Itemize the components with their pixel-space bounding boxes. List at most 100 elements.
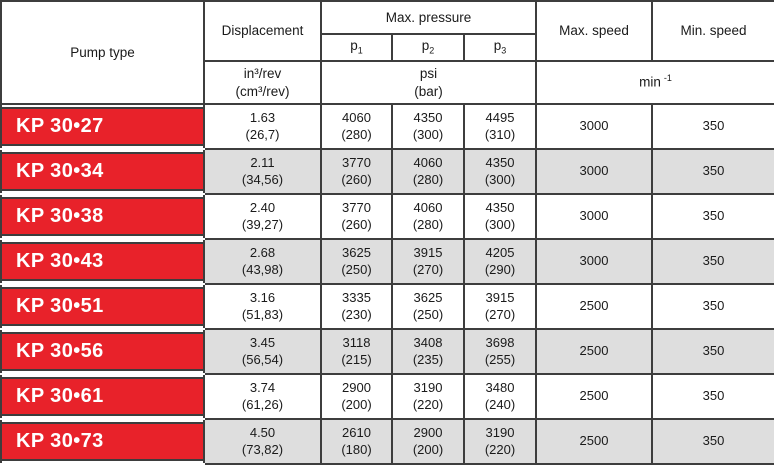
p1-value: 3335 xyxy=(342,289,371,305)
p2-alt-value: (300) xyxy=(412,126,444,142)
max-speed-cell: 2500 xyxy=(535,283,654,330)
min-speed-value: 350 xyxy=(702,253,725,269)
displacement-alt-value: (26,7) xyxy=(245,126,280,142)
pressure-p2-cell: 4060 (280) xyxy=(391,193,465,240)
max-speed-cell: 3000 xyxy=(535,103,654,150)
min-speed-cell: 350 xyxy=(651,148,774,195)
header-speed-unit: min -1 xyxy=(535,60,774,105)
min-speed-cell: 350 xyxy=(651,103,774,150)
p2-alt-value: (200) xyxy=(412,441,444,457)
header-max-speed: Max. speed xyxy=(535,0,654,62)
pressure-p1-cell: 3770 (260) xyxy=(320,193,393,240)
min-speed-value: 350 xyxy=(702,343,725,359)
header-max-pressure: Max. pressure xyxy=(319,0,538,35)
max-speed-value: 3000 xyxy=(579,118,609,134)
p3-alt-value: (290) xyxy=(484,261,516,277)
pump-type-label: KP 30•38 xyxy=(16,205,104,227)
table-row: KP 30•43 2.68 (43,98) 3625 (250) 3915 (2… xyxy=(0,238,774,285)
max-speed-value: 3000 xyxy=(579,208,609,224)
pressure-p1-cell: 3770 (260) xyxy=(320,148,393,195)
min-speed-value: 350 xyxy=(702,433,725,449)
pump-type-cell: KP 30•34 xyxy=(0,148,205,195)
p2-value: 2900 xyxy=(413,424,443,440)
pump-type-bar: KP 30•51 xyxy=(2,287,203,326)
header-pressure-unit: psi (bar) xyxy=(319,60,538,105)
max-speed-value: 3000 xyxy=(579,163,609,179)
p2-value: 3190 xyxy=(413,379,443,395)
min-speed-cell: 350 xyxy=(651,373,774,420)
pressure-p3-cell: 3698 (255) xyxy=(462,328,538,375)
p1-alt-value: (200) xyxy=(341,396,372,412)
p1-alt-value: (215) xyxy=(341,351,372,367)
max-speed-value: 3000 xyxy=(579,253,609,269)
pressure-p2-cell: 3625 (250) xyxy=(391,283,465,330)
pressure-p2-cell: 4350 (300) xyxy=(391,103,465,150)
pressure-p3-cell: 4350 (300) xyxy=(462,148,538,195)
displacement-cell: 4.50 (73,82) xyxy=(203,418,322,465)
pressure-p3-cell: 4350 (300) xyxy=(462,193,538,240)
p2-alt-value: (280) xyxy=(412,171,444,187)
p1-value: 2900 xyxy=(342,379,371,395)
displacement-alt-value: (61,26) xyxy=(241,396,284,412)
header-p2: p2 xyxy=(391,33,465,62)
displacement-value: 2.11 xyxy=(250,154,275,170)
p3-value: 3190 xyxy=(485,424,515,440)
p3-value: 3480 xyxy=(485,379,515,395)
pump-type-label: KP 30•51 xyxy=(16,295,104,317)
p2-value: 3408 xyxy=(413,334,443,350)
p1-value: 3770 xyxy=(342,154,371,170)
p1-value: 4060 xyxy=(342,109,371,125)
p3-alt-value: (300) xyxy=(484,216,516,232)
p1-value: 3625 xyxy=(342,244,371,260)
pump-type-bar: KP 30•43 xyxy=(2,242,203,281)
displacement-alt-value: (51,83) xyxy=(241,306,284,322)
min-speed-value: 350 xyxy=(702,118,725,134)
table-row: KP 30•38 2.40 (39,27) 3770 (260) 4060 (2… xyxy=(0,193,774,240)
p2-alt-value: (235) xyxy=(412,351,444,367)
min-speed-cell: 350 xyxy=(651,283,774,330)
max-speed-cell: 2500 xyxy=(535,328,654,375)
pressure-p1-cell: 4060 (280) xyxy=(320,103,393,150)
displacement-alt-value: (43,98) xyxy=(241,261,284,277)
p3-alt-value: (255) xyxy=(484,351,516,367)
displacement-cell: 3.74 (61,26) xyxy=(203,373,322,420)
pump-type-label: KP 30•61 xyxy=(16,385,104,407)
pump-type-cell: KP 30•73 xyxy=(0,418,205,465)
pressure-p3-cell: 3480 (240) xyxy=(462,373,538,420)
p1-value: 2610 xyxy=(342,424,371,440)
max-speed-value: 2500 xyxy=(579,433,609,449)
p3-value: 4205 xyxy=(485,244,515,260)
header-min-speed: Min. speed xyxy=(651,0,774,62)
p2-value: 3915 xyxy=(413,244,443,260)
pump-type-bar: KP 30•34 xyxy=(2,152,203,191)
p3-alt-value: (240) xyxy=(484,396,516,412)
displacement-value: 3.74 xyxy=(249,379,276,395)
min-speed-cell: 350 xyxy=(651,238,774,285)
p3-value: 4350 xyxy=(485,154,515,170)
pressure-p3-cell: 4205 (290) xyxy=(462,238,538,285)
displacement-value: 3.16 xyxy=(249,289,276,305)
p2-alt-value: (220) xyxy=(412,396,444,412)
p3-value: 4350 xyxy=(485,199,515,215)
pump-type-bar: KP 30•61 xyxy=(2,377,203,416)
pump-type-cell: KP 30•61 xyxy=(0,373,205,420)
displacement-value: 2.68 xyxy=(249,244,276,260)
min-speed-value: 350 xyxy=(702,298,725,314)
pressure-p3-cell: 4495 (310) xyxy=(462,103,538,150)
p1-value: 3770 xyxy=(342,199,371,215)
p2-alt-value: (270) xyxy=(412,261,444,277)
displacement-alt-value: (73,82) xyxy=(241,441,284,457)
pump-type-bar: KP 30•38 xyxy=(2,197,203,236)
pump-type-cell: KP 30•38 xyxy=(0,193,205,240)
min-speed-value: 350 xyxy=(702,208,725,224)
min-speed-value: 350 xyxy=(702,163,725,179)
displacement-alt-value: (34,56) xyxy=(241,171,284,187)
p1-alt-value: (260) xyxy=(341,216,372,232)
table-row: KP 30•51 3.16 (51,83) 3335 (230) 3625 (2… xyxy=(0,283,774,330)
max-speed-cell: 2500 xyxy=(535,373,654,420)
displacement-value: 1.63 xyxy=(249,109,276,125)
max-speed-value: 2500 xyxy=(579,388,609,404)
p1-alt-value: (230) xyxy=(341,306,372,322)
pressure-p1-cell: 3625 (250) xyxy=(320,238,393,285)
